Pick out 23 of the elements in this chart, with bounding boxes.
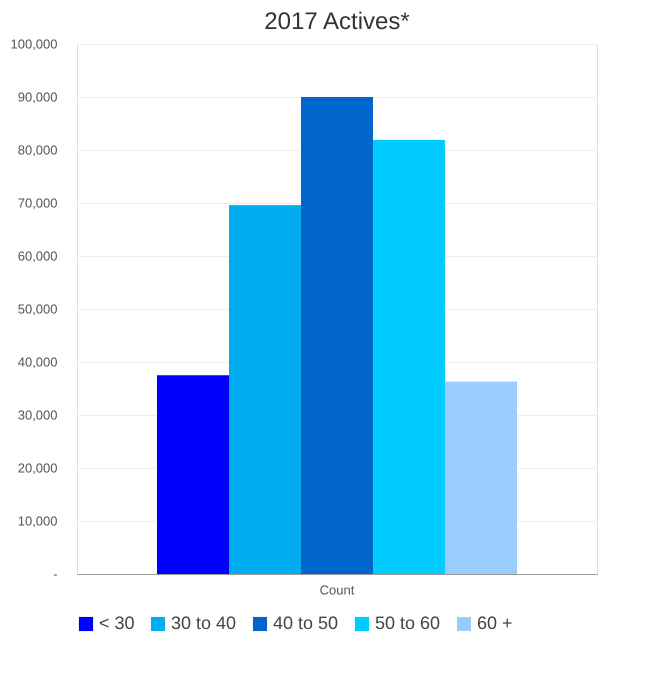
y-tick-label: 30,000 — [18, 408, 58, 422]
y-tick-label: 10,000 — [18, 514, 58, 528]
y-tick-label: 90,000 — [18, 90, 58, 104]
bar — [301, 97, 373, 574]
bar — [157, 375, 229, 574]
y-tick-label: 60,000 — [18, 248, 58, 264]
y-tick-label: 40,000 — [18, 354, 58, 370]
y-tick-label: - — [53, 566, 58, 582]
bar — [373, 140, 445, 574]
y-tick-label: 50,000 — [18, 302, 58, 316]
y-tick-label: 80,000 — [18, 142, 58, 158]
y-tick-label: 20,000 — [18, 460, 58, 476]
y-tick-label: 100,000 — [10, 36, 58, 52]
x-tick-label: Count — [320, 582, 355, 598]
y-tick-label: 70,000 — [18, 196, 58, 210]
chart-title: 2017 Actives* — [264, 8, 410, 35]
legend-label: 40 to 50 — [273, 613, 338, 633]
bar — [445, 382, 517, 574]
legend-label: < 30 — [99, 613, 135, 633]
bar — [229, 205, 301, 574]
legend-label: 30 to 40 — [171, 613, 236, 633]
legend-label: 50 to 60 — [375, 613, 440, 633]
legend-label: 60 + — [477, 613, 513, 633]
